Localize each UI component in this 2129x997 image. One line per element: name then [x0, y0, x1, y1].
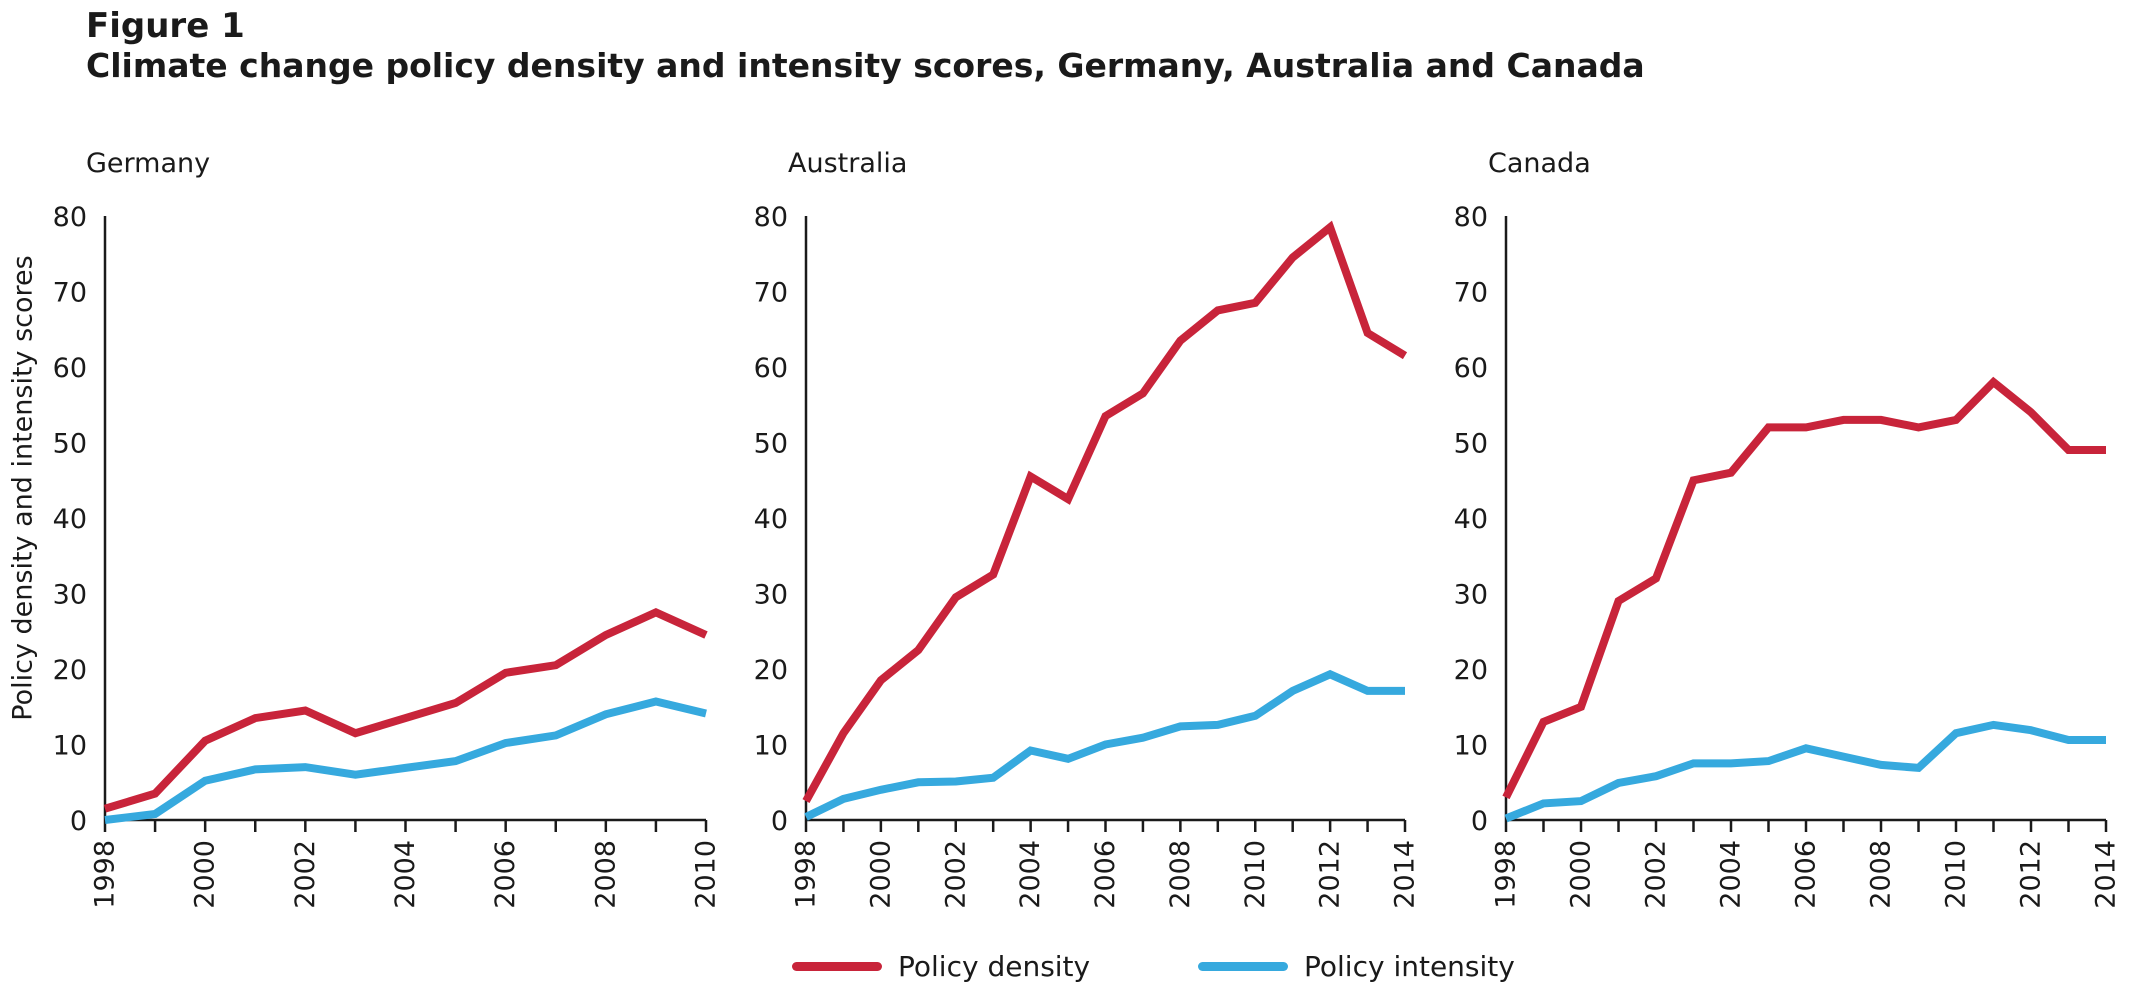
- y-tick-label-germany-20: 20: [53, 655, 87, 686]
- legend-item-density: Policy density: [792, 950, 1090, 983]
- x-tick-label-germany-1998: 1998: [90, 840, 121, 909]
- y-tick-label-canada-80: 80: [1454, 202, 1488, 233]
- y-axis-label: Policy density and intensity scores: [8, 255, 39, 720]
- x-tick-label-canada-2004: 2004: [1716, 840, 1747, 909]
- y-tick-label-canada-70: 70: [1454, 278, 1488, 309]
- y-tick-label-germany-40: 40: [53, 504, 87, 535]
- legend-swatch-density: [792, 962, 882, 971]
- x-tick-label-germany-2002: 2002: [290, 840, 321, 909]
- y-tick-label-germany-10: 10: [53, 731, 87, 762]
- y-tick-label-australia-30: 30: [754, 580, 788, 611]
- y-tick-label-australia-60: 60: [754, 353, 788, 384]
- x-tick-label-australia-2010: 2010: [1240, 840, 1271, 909]
- y-tick-label-australia-20: 20: [754, 655, 788, 686]
- x-tick-label-germany-2004: 2004: [390, 840, 421, 909]
- y-tick-label-australia-70: 70: [754, 278, 788, 309]
- y-tick-label-germany-0: 0: [70, 806, 87, 837]
- x-tick-label-australia-2008: 2008: [1165, 840, 1196, 909]
- x-tick-label-germany-2006: 2006: [490, 840, 521, 909]
- y-tick-label-germany-80: 80: [53, 202, 87, 233]
- legend-label-density: Policy density: [898, 950, 1091, 983]
- panel-title-canada: Canada: [1488, 148, 1591, 179]
- y-tick-label-canada-0: 0: [1471, 806, 1488, 837]
- y-tick-label-canada-60: 60: [1454, 353, 1488, 384]
- y-tick-label-germany-30: 30: [53, 580, 87, 611]
- x-tick-label-germany-2000: 2000: [190, 840, 221, 909]
- x-tick-label-australia-2002: 2002: [940, 840, 971, 909]
- legend-swatch-intensity: [1198, 962, 1288, 971]
- y-tick-label-australia-10: 10: [754, 731, 788, 762]
- y-tick-label-australia-0: 0: [771, 806, 788, 837]
- legend-item-intensity: Policy intensity: [1198, 950, 1515, 983]
- y-tick-label-canada-20: 20: [1454, 655, 1488, 686]
- panel-title-australia: Australia: [788, 148, 907, 179]
- x-tick-label-australia-2014: 2014: [1390, 840, 1421, 909]
- x-tick-label-germany-2008: 2008: [590, 840, 621, 909]
- x-tick-label-canada-2010: 2010: [1941, 840, 1972, 909]
- legend-label-intensity: Policy intensity: [1304, 950, 1515, 983]
- series-line-intensity-canada: [1504, 720, 2106, 823]
- x-tick-label-canada-1998: 1998: [1491, 840, 1522, 909]
- series-line-density-canada: [1502, 376, 2106, 800]
- x-tick-label-canada-2008: 2008: [1866, 840, 1897, 909]
- series-line-intensity-germany: [104, 697, 707, 824]
- figure-heading: Figure 1 Climate change policy density a…: [86, 6, 1645, 86]
- y-tick-label-germany-70: 70: [53, 278, 87, 309]
- series-line-density-australia: [802, 220, 1408, 804]
- y-tick-label-australia-40: 40: [754, 504, 788, 535]
- x-tick-label-canada-2012: 2012: [2016, 840, 2047, 909]
- series-line-density-germany: [103, 608, 708, 813]
- x-tick-label-canada-2006: 2006: [1791, 840, 1822, 909]
- y-tick-label-germany-50: 50: [53, 429, 87, 460]
- y-tick-label-australia-80: 80: [754, 202, 788, 233]
- y-tick-label-canada-30: 30: [1454, 580, 1488, 611]
- panel-title-germany: Germany: [86, 148, 210, 179]
- figure-title: Climate change policy density and intens…: [86, 46, 1645, 85]
- y-tick-label-canada-40: 40: [1454, 504, 1488, 535]
- x-tick-label-australia-1998: 1998: [791, 840, 822, 909]
- y-tick-label-germany-60: 60: [53, 353, 87, 384]
- x-tick-label-australia-2000: 2000: [865, 840, 896, 909]
- x-tick-label-australia-2004: 2004: [1015, 840, 1046, 909]
- x-tick-label-australia-2012: 2012: [1315, 840, 1346, 909]
- x-tick-label-canada-2000: 2000: [1566, 840, 1597, 909]
- x-tick-label-canada-2014: 2014: [2091, 840, 2122, 909]
- y-tick-label-canada-50: 50: [1454, 429, 1488, 460]
- y-tick-label-canada-10: 10: [1454, 731, 1488, 762]
- x-tick-label-germany-2010: 2010: [691, 840, 722, 909]
- y-tick-label-australia-50: 50: [754, 429, 788, 460]
- x-tick-label-canada-2002: 2002: [1641, 840, 1672, 909]
- series-line-intensity-australia: [804, 669, 1405, 821]
- figure-label: Figure 1: [86, 6, 245, 46]
- x-tick-label-australia-2006: 2006: [1090, 840, 1121, 909]
